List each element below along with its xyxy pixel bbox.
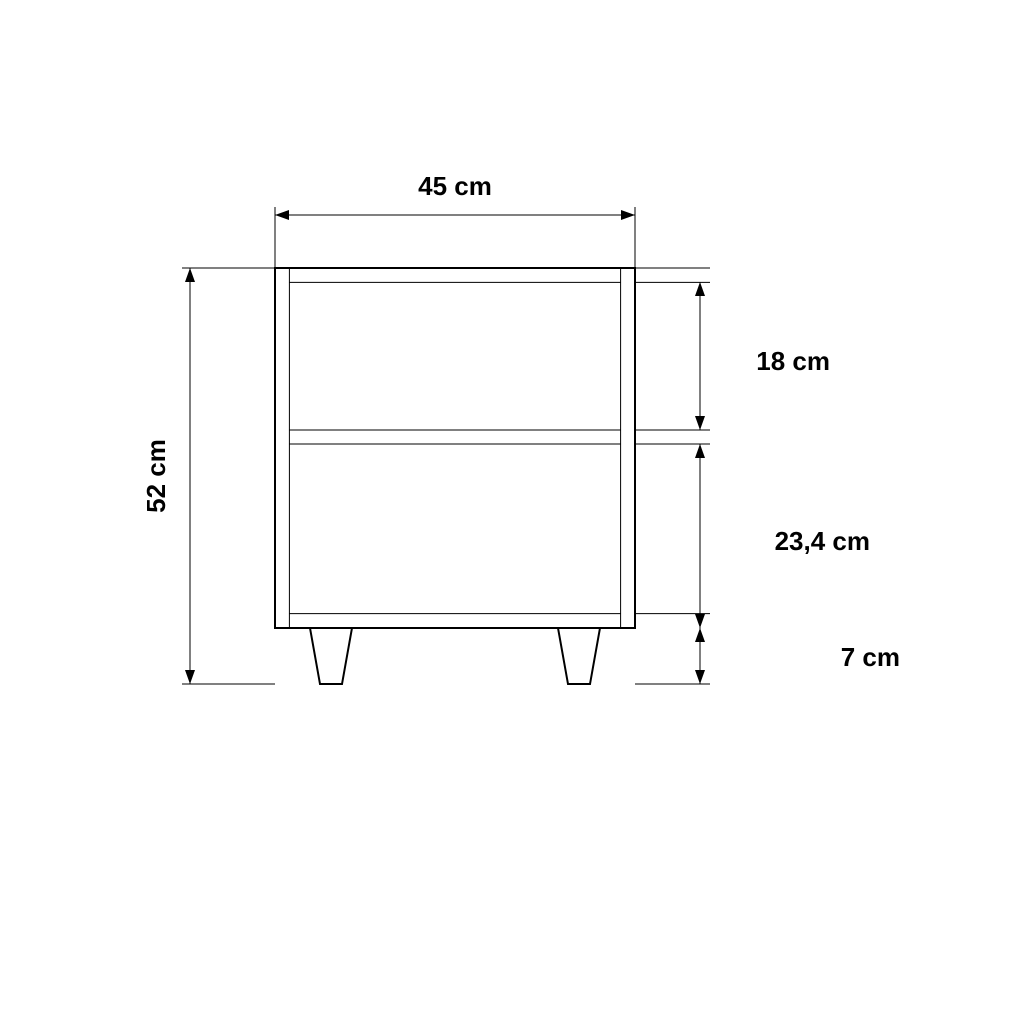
furniture-outline bbox=[275, 268, 635, 684]
dim-total-height: 52 cm bbox=[141, 268, 275, 684]
dim-leg-arrow-bottom bbox=[695, 670, 705, 684]
dim-height-label: 52 cm bbox=[141, 439, 171, 513]
cabinet-outer bbox=[275, 268, 635, 628]
dim-lower-arrow-bottom bbox=[695, 614, 705, 628]
dim-lower-arrow-top bbox=[695, 444, 705, 458]
dim-width-arrow-right bbox=[621, 210, 635, 220]
dim-height-arrow-bottom bbox=[185, 670, 195, 684]
dimension-diagram: 45 cm 52 cm 18 cm 23,4 cm 7 cm bbox=[0, 0, 1024, 1024]
dim-width-arrow-left bbox=[275, 210, 289, 220]
dim-upper-opening: 18 cm bbox=[695, 282, 830, 430]
dim-lower-label: 23,4 cm bbox=[775, 526, 870, 556]
dim-lower-opening: 23,4 cm bbox=[695, 444, 870, 628]
dim-height-arrow-top bbox=[185, 268, 195, 282]
dim-upper-arrow-top bbox=[695, 282, 705, 296]
dim-upper-label: 18 cm bbox=[756, 346, 830, 376]
leg-right bbox=[558, 628, 600, 684]
dim-width: 45 cm bbox=[275, 171, 635, 268]
dim-upper-arrow-bottom bbox=[695, 416, 705, 430]
dim-width-label: 45 cm bbox=[418, 171, 492, 201]
dim-leg-arrow-top bbox=[695, 628, 705, 642]
leg-left bbox=[310, 628, 352, 684]
dim-leg-label: 7 cm bbox=[841, 642, 900, 672]
dim-leg-height: 7 cm bbox=[695, 628, 900, 684]
